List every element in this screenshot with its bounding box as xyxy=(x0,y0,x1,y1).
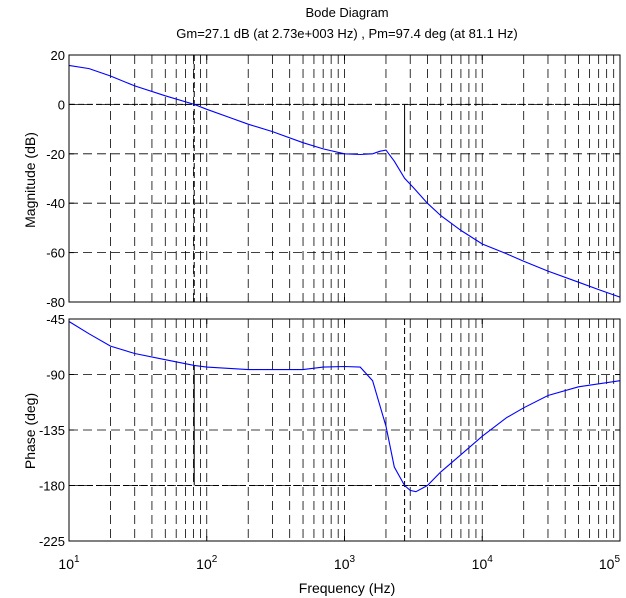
x-tick-label: 105 xyxy=(599,554,621,572)
mag-y-tick-label: -40 xyxy=(46,196,65,211)
phase-y-tick-label: -135 xyxy=(39,423,65,438)
mag-y-tick-label: -60 xyxy=(46,246,65,261)
phase-y-tick-label: -180 xyxy=(39,479,65,494)
phase-y-tick-label: -45 xyxy=(46,312,65,327)
x-tick-label: 103 xyxy=(334,554,356,572)
mag-y-tick-label: 0 xyxy=(58,97,65,112)
phase-axis-label: Phase (deg) xyxy=(22,393,38,469)
magnitude-axis-label: Magnitude (dB) xyxy=(22,132,38,228)
magnitude-panel: 20 0 -20 -40 -60 -80 xyxy=(46,48,621,310)
mag-plot-frame xyxy=(68,54,621,303)
frequency-axis: 101 102 103 104 105 xyxy=(58,554,620,572)
x-tick-label: 104 xyxy=(472,554,494,572)
mag-series-line xyxy=(68,64,621,298)
mag-y-tick-label: -20 xyxy=(46,147,65,162)
phase-y-tick-label: -225 xyxy=(39,534,65,549)
chart-subtitle: Gm=27.1 dB (at 2.73e+003 Hz) , Pm=97.4 d… xyxy=(176,26,517,41)
phase-y-tick-label: -90 xyxy=(46,368,65,383)
x-axis-label: Frequency (Hz) xyxy=(299,580,395,596)
chart-title: Bode Diagram xyxy=(305,5,388,20)
mag-y-tick-label: -80 xyxy=(46,295,65,310)
phase-panel: -45 -90 -135 -180 -225 xyxy=(39,312,621,549)
x-tick-label: 101 xyxy=(58,554,80,572)
mag-y-tick-label: 20 xyxy=(51,48,65,63)
x-tick-label: 102 xyxy=(196,554,218,572)
phase-series-line xyxy=(68,321,621,493)
